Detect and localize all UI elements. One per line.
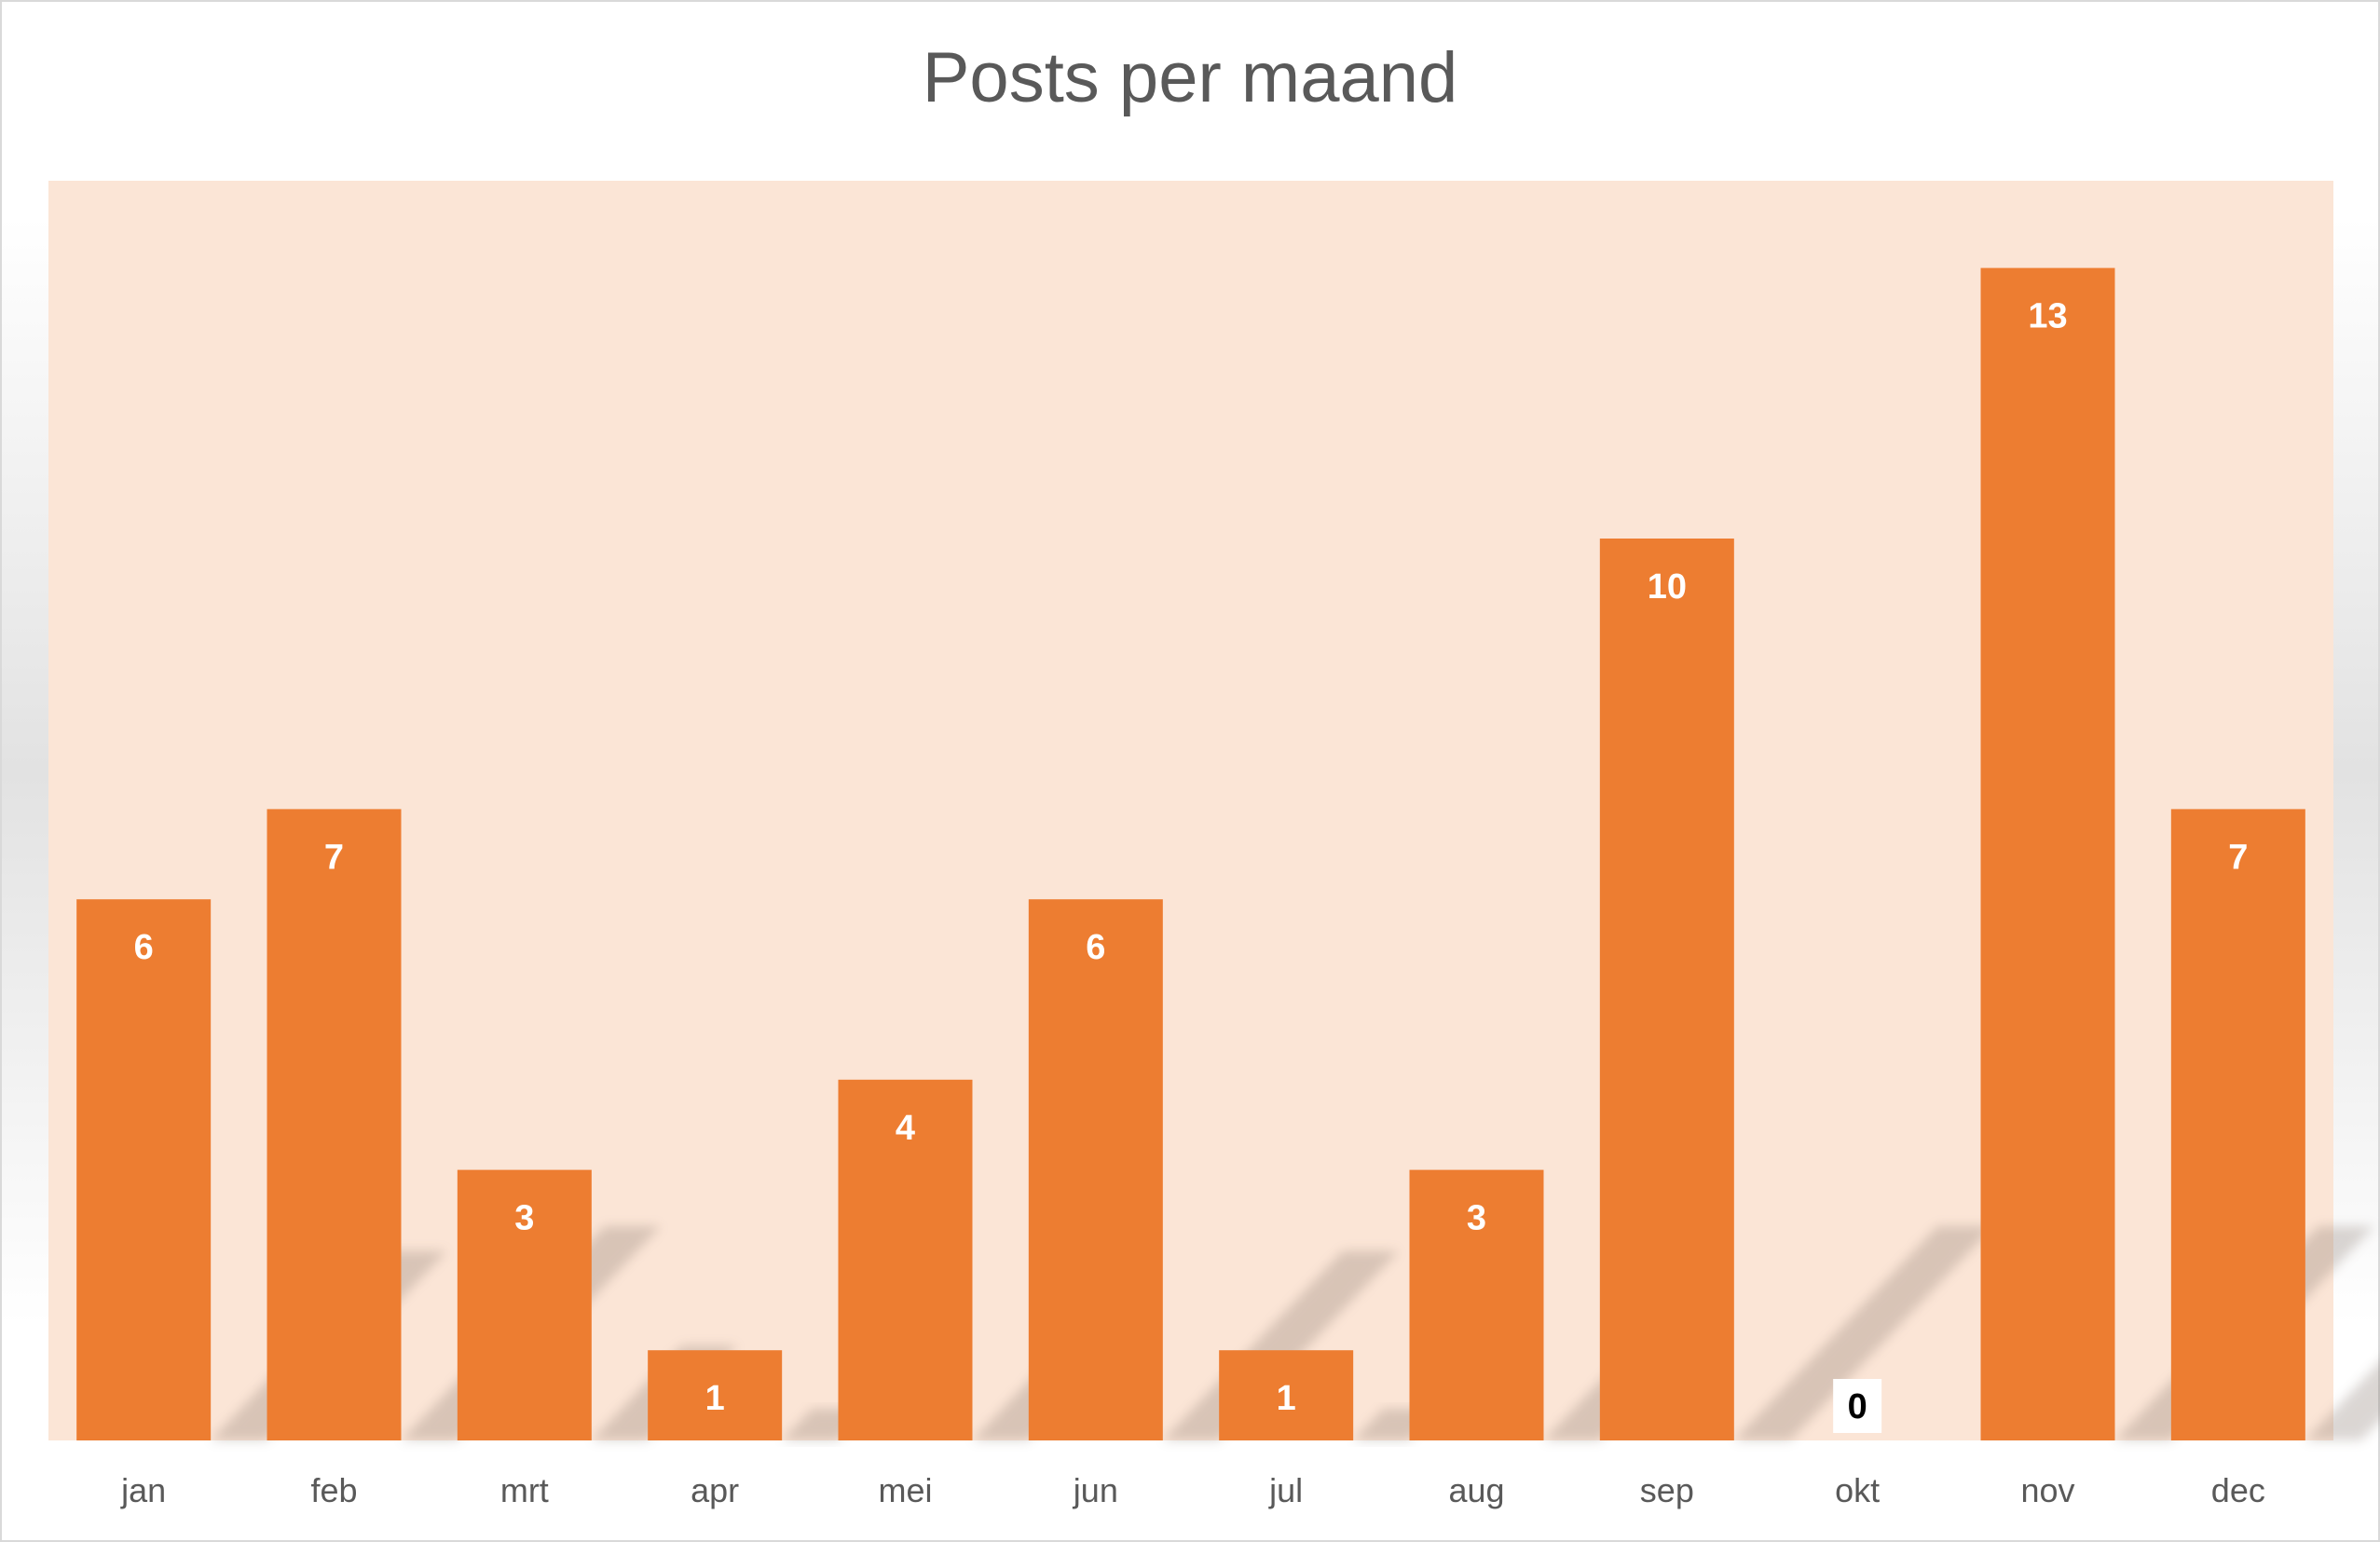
bar-mei — [838, 1079, 973, 1440]
bars-group — [76, 267, 2305, 1441]
value-label-mrt: 3 — [514, 1199, 534, 1238]
bar-dec — [2170, 809, 2305, 1440]
value-label-jan: 6 — [134, 928, 154, 967]
bar-jun — [1028, 899, 1163, 1440]
category-label-sep: sep — [1640, 1471, 1694, 1509]
bar-apr — [648, 1350, 783, 1440]
bar-shadow — [1733, 1226, 1994, 1440]
category-label-okt: okt — [1835, 1471, 1880, 1509]
category-label-apr: apr — [691, 1471, 739, 1509]
bar-sep — [1599, 539, 1734, 1440]
bar-nov — [1980, 267, 2115, 1441]
value-label-apr: 1 — [705, 1379, 725, 1418]
value-label-bg-okt — [1833, 1379, 1882, 1433]
bar-shadow — [2305, 1361, 2380, 1440]
value-label-aug: 3 — [1467, 1199, 1486, 1238]
category-label-feb: feb — [310, 1471, 357, 1509]
bar-aug — [1409, 1169, 1544, 1440]
category-label-jun: jun — [1073, 1471, 1118, 1509]
value-label-okt: 0 — [1848, 1387, 1867, 1426]
value-label-sep: 10 — [1648, 567, 1687, 607]
bar-jul — [1219, 1350, 1354, 1440]
category-label-jul: jul — [1268, 1471, 1303, 1509]
value-label-feb: 7 — [324, 838, 344, 877]
value-label-nov: 13 — [2028, 297, 2067, 336]
category-label-jan: jan — [120, 1471, 166, 1509]
bar-feb — [267, 809, 402, 1440]
bar-mrt — [457, 1169, 592, 1440]
value-label-mei: 4 — [896, 1109, 915, 1148]
category-label-mei: mei — [878, 1471, 932, 1509]
bar-jan — [76, 899, 212, 1440]
category-labels-group: jan feb mrt apr mei jun jul aug sep okt nov dec — [120, 1471, 2265, 1509]
category-label-aug: aug — [1448, 1471, 1504, 1509]
chart-title: Posts per maand — [922, 38, 1458, 117]
category-label-mrt: mrt — [500, 1471, 549, 1509]
value-label-jun: 6 — [1086, 928, 1105, 967]
category-label-dec: dec — [2211, 1471, 2265, 1509]
category-label-nov: nov — [2020, 1471, 2074, 1509]
value-label-dec: 7 — [2228, 838, 2248, 877]
value-label-jul: 1 — [1277, 1379, 1296, 1418]
